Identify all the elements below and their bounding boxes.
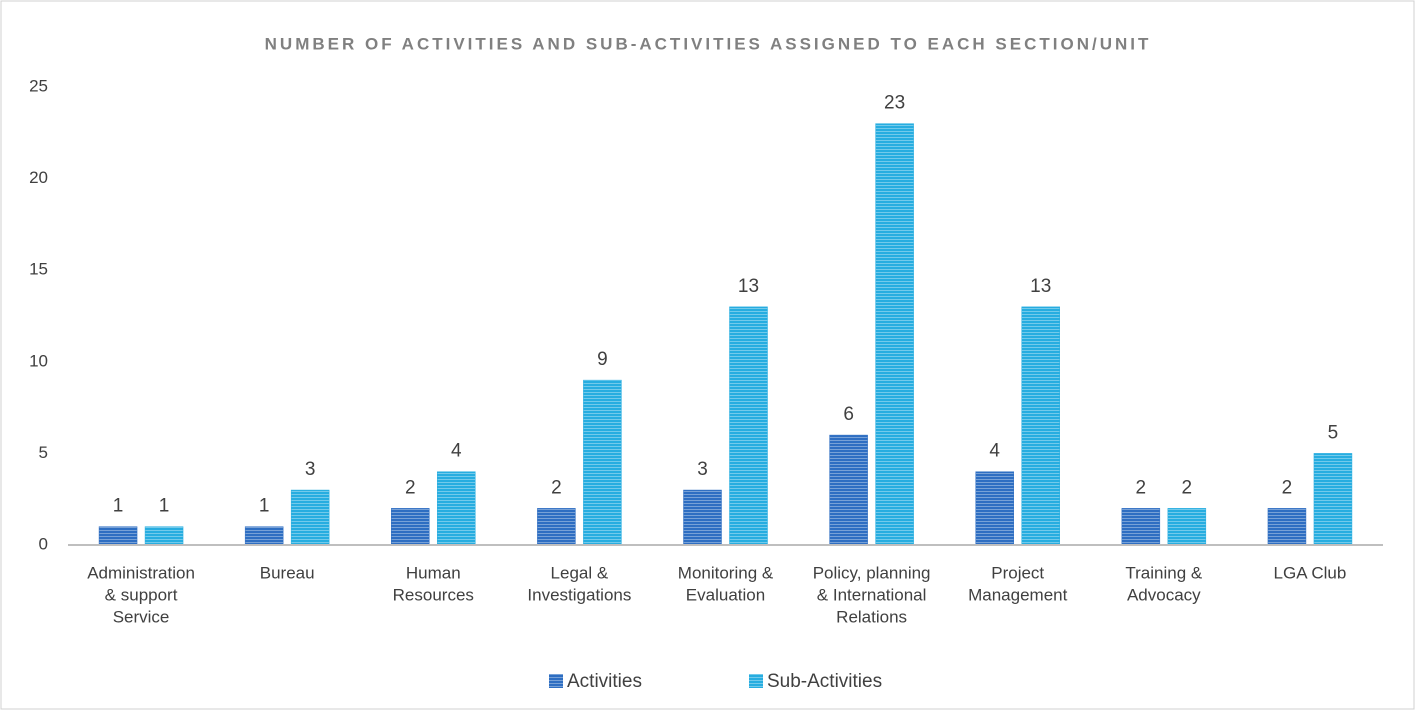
data-label: 1	[259, 496, 270, 517]
y-tick-label: 10	[29, 351, 48, 370]
bar	[975, 471, 1014, 546]
x-tick-label: Service	[113, 607, 170, 626]
x-tick-label: Resources	[393, 585, 474, 604]
data-label: 6	[843, 404, 854, 425]
x-tick-label: Bureau	[260, 563, 315, 582]
data-label: 2	[1282, 477, 1293, 498]
y-tick-label: 15	[29, 260, 48, 279]
x-tick-label: Monitoring &	[678, 563, 774, 582]
bar	[1267, 508, 1307, 546]
x-tick-label: LGA Club	[1274, 563, 1347, 582]
data-label: 2	[405, 477, 416, 498]
bar	[144, 526, 184, 546]
data-label: 1	[113, 496, 124, 517]
data-label: 3	[697, 459, 708, 480]
x-tick-label: Administration	[87, 563, 195, 582]
bar	[244, 526, 284, 546]
bar	[875, 123, 914, 546]
bar	[1313, 453, 1353, 546]
x-tick-label: & support	[105, 585, 178, 604]
x-tick-label: Policy, planning	[813, 563, 931, 582]
data-label: 5	[1328, 422, 1339, 443]
x-tick-label: Project	[991, 563, 1044, 582]
bar	[537, 508, 576, 546]
x-tick-label: Management	[968, 585, 1068, 604]
legend-swatch	[549, 674, 563, 688]
x-tick-label: Relations	[836, 607, 907, 626]
data-label: 9	[597, 349, 608, 370]
data-label: 3	[305, 459, 316, 480]
bar	[583, 379, 622, 546]
bar	[391, 508, 430, 546]
legend-label: Activities	[567, 671, 642, 692]
data-label: 2	[1182, 477, 1193, 498]
data-label: 1	[159, 496, 170, 517]
data-label: 2	[551, 477, 562, 498]
bar	[729, 306, 768, 546]
x-tick-label: Training &	[1125, 563, 1203, 582]
data-label: 2	[1136, 477, 1147, 498]
bar	[683, 489, 722, 546]
legend-label: Sub-Activities	[767, 671, 882, 692]
data-label: 4	[989, 441, 1000, 462]
data-label: 13	[1030, 276, 1051, 297]
bar	[98, 526, 138, 546]
bar	[1167, 508, 1207, 546]
chart-title: NUMBER OF ACTIVITIES AND SUB-ACTIVITIES …	[265, 34, 1152, 53]
x-tick-label: Human	[406, 563, 461, 582]
y-tick-label: 20	[29, 168, 48, 187]
x-tick-label: Advocacy	[1127, 585, 1201, 604]
data-label: 23	[884, 93, 905, 114]
data-label: 4	[451, 441, 462, 462]
bar	[1121, 508, 1161, 546]
y-tick-label: 25	[29, 76, 48, 95]
legend-swatch	[749, 674, 763, 688]
bar	[829, 434, 868, 546]
x-tick-label: Legal &	[551, 563, 609, 582]
x-tick-label: Evaluation	[686, 585, 765, 604]
bar	[1021, 306, 1060, 546]
x-tick-label: Investigations	[527, 585, 631, 604]
bar	[290, 489, 330, 546]
bar	[437, 471, 476, 546]
y-tick-label: 5	[39, 443, 48, 462]
y-tick-label: 0	[39, 534, 48, 553]
data-label: 13	[738, 276, 759, 297]
x-tick-label: & International	[817, 585, 927, 604]
